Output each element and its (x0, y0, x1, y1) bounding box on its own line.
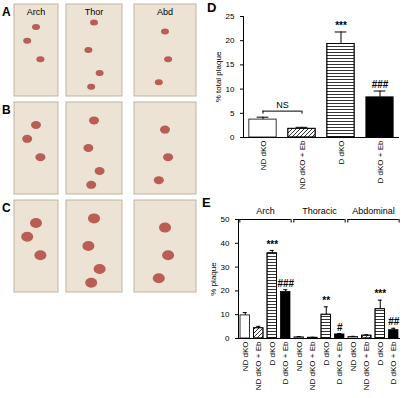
svg-text:40: 40 (221, 239, 230, 248)
svg-text:D dKO + Eb: D dKO + Eb (389, 341, 398, 384)
svg-text:Abdominal: Abdominal (352, 206, 395, 216)
svg-text:50: 50 (221, 215, 230, 224)
svg-text:ND dKO + Eb: ND dKO + Eb (298, 140, 307, 189)
svg-text:Thoracic: Thoracic (302, 206, 337, 216)
svg-text:D dKO + Eb: D dKO + Eb (281, 341, 290, 384)
svg-text:D dKO: D dKO (376, 342, 385, 366)
svg-text:B: B (2, 103, 11, 117)
svg-text:###: ### (372, 79, 389, 90)
svg-text:0: 0 (230, 133, 235, 142)
svg-text:ND dKO: ND dKO (349, 342, 358, 372)
html-text:D: D (207, 0, 217, 15)
svg-text:ND dKO + Eb: ND dKO + Eb (308, 341, 317, 390)
svg-text:ND dKO: ND dKO (241, 342, 250, 372)
svg-text:ND dKO: ND dKO (259, 141, 268, 171)
svg-text:5: 5 (230, 109, 235, 118)
svg-text:***: *** (335, 20, 347, 31)
svg-text:NS: NS (276, 100, 289, 110)
svg-text:25: 25 (226, 12, 235, 21)
svg-text:Arch: Arch (27, 7, 46, 17)
svg-text:**: ** (322, 295, 330, 306)
svg-text:D dKO: D dKO (322, 342, 331, 366)
svg-text:D dKO + Eb: D dKO + Eb (376, 140, 385, 183)
svg-text:###: ### (277, 278, 294, 289)
svg-text:ND dKO: ND dKO (295, 342, 304, 372)
svg-text:20: 20 (221, 286, 230, 295)
svg-text:20: 20 (226, 36, 235, 45)
svg-text:***: *** (266, 239, 278, 250)
svg-text:D dKO + Eb: D dKO + Eb (335, 341, 344, 384)
svg-text:Thor: Thor (85, 7, 104, 17)
svg-text:##: ## (388, 316, 400, 327)
svg-text:Arch: Arch (256, 206, 275, 216)
svg-text:30: 30 (221, 263, 230, 272)
html-text:E: E (202, 195, 211, 210)
svg-text:10: 10 (226, 85, 235, 94)
svg-text:% plaque: % plaque (209, 262, 218, 296)
svg-text:ND dKO + Eb: ND dKO + Eb (254, 341, 263, 390)
svg-text:15: 15 (226, 60, 235, 69)
svg-text:D dKO: D dKO (268, 342, 277, 366)
svg-text:Abd: Abd (157, 7, 173, 17)
svg-text:C: C (2, 201, 11, 215)
svg-text:D dKO: D dKO (337, 141, 346, 165)
svg-text:A: A (2, 5, 11, 19)
svg-text:ND dKO + Eb: ND dKO + Eb (362, 341, 371, 390)
svg-text:10: 10 (221, 310, 230, 319)
svg-text:***: *** (374, 288, 386, 299)
svg-text:#: # (337, 322, 343, 333)
svg-text:0: 0 (225, 334, 230, 343)
svg-text:% total plaque: % total plaque (214, 51, 223, 102)
